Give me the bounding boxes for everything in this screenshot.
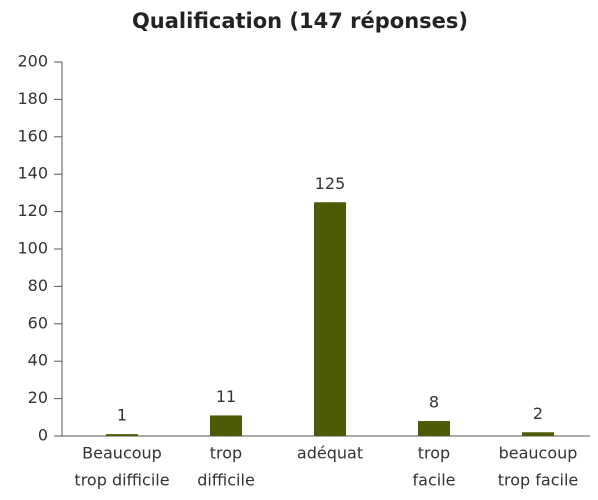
y-tick-label: 180	[17, 89, 48, 108]
bar	[522, 432, 554, 436]
x-tick-label: adéquat	[297, 444, 363, 463]
data-label: 1	[117, 406, 127, 425]
x-tick-label: facile	[413, 471, 456, 490]
y-tick-label: 100	[17, 239, 48, 258]
y-tick-label: 0	[38, 426, 48, 445]
x-tick-label: trop	[418, 444, 450, 463]
y-tick-label: 140	[17, 164, 48, 183]
data-label: 2	[533, 404, 543, 423]
y-tick-label: 200	[17, 52, 48, 71]
y-tick-label: 80	[28, 276, 48, 295]
y-tick-label: 120	[17, 201, 48, 220]
bar	[314, 202, 346, 436]
bar	[106, 434, 138, 436]
bar	[210, 415, 242, 436]
bar	[418, 421, 450, 436]
y-tick-label: 160	[17, 126, 48, 145]
data-label: 8	[429, 393, 439, 412]
chart-title: Qualification (147 réponses)	[132, 9, 468, 33]
x-tick-label: trop	[210, 444, 242, 463]
x-tick-label: beaucoup	[499, 444, 578, 463]
x-tick-label: trop difficile	[74, 471, 169, 490]
x-tick-label: difficile	[197, 471, 255, 490]
x-tick-label: trop facile	[498, 471, 579, 490]
data-label: 11	[216, 387, 236, 406]
y-tick-label: 40	[28, 351, 48, 370]
y-tick-label: 20	[28, 388, 48, 407]
y-tick-label: 60	[28, 313, 48, 332]
x-tick-label: Beaucoup	[82, 444, 162, 463]
data-label: 125	[315, 174, 346, 193]
